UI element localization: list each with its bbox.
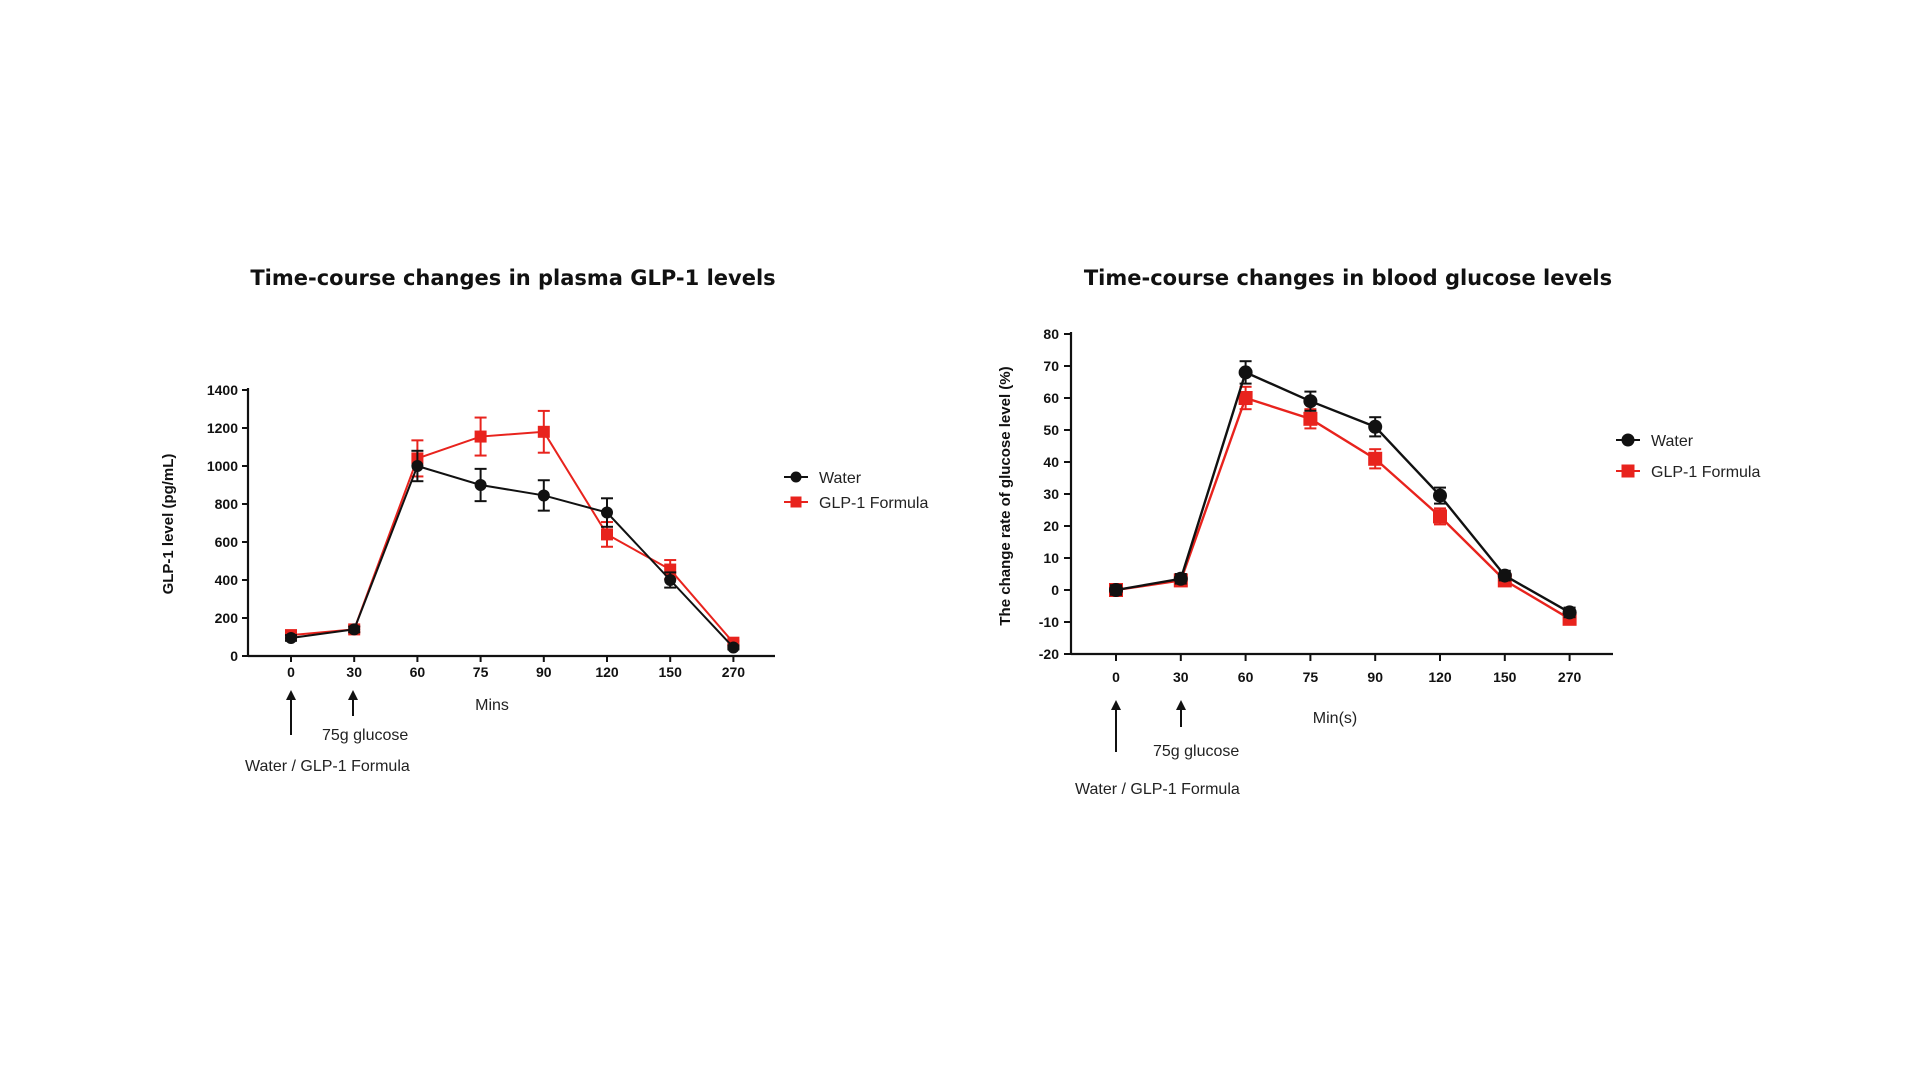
legend-label-water: Water <box>819 470 862 487</box>
legend-label-glp1-formula: GLP-1 Formula <box>1651 464 1760 481</box>
glucose-chart: Time-course changes in blood glucose lev… <box>997 266 1760 798</box>
data-point-water <box>1562 605 1577 620</box>
x-tick-label: 60 <box>410 664 426 680</box>
data-point-water <box>1433 488 1447 503</box>
y-tick-label: 20 <box>1043 518 1059 534</box>
series-line-water <box>290 464 735 649</box>
y-tick-label: 200 <box>215 610 239 626</box>
data-point-water <box>601 506 613 519</box>
data-point-glp1-formula <box>537 425 550 438</box>
data-point-water <box>664 574 677 586</box>
x-tick-label: 150 <box>659 664 683 680</box>
data-point-glp1-formula <box>474 430 487 443</box>
y-tick-label: 1200 <box>207 420 238 436</box>
x-tick-label: 30 <box>1173 669 1189 685</box>
annotation-arrow-head <box>348 690 358 700</box>
y-tick-label: 1000 <box>207 458 238 474</box>
data-point-water <box>537 489 550 502</box>
chart-title: Time-course changes in blood glucose lev… <box>1084 266 1612 290</box>
x-tick-label: 75 <box>1303 669 1319 685</box>
data-point-glp1-formula <box>1238 391 1253 405</box>
data-point-water <box>411 460 424 472</box>
data-point-glp1-formula <box>1303 411 1318 426</box>
legend-label-glp1-formula: GLP-1 Formula <box>819 495 928 512</box>
y-tick-label: 0 <box>230 648 238 664</box>
y-tick-label: -10 <box>1039 614 1059 630</box>
annotation-glucose: 75g glucose <box>322 727 408 744</box>
series-line-glp1-formula <box>1115 396 1571 620</box>
data-point-water <box>727 641 740 654</box>
data-point-water <box>1238 365 1253 380</box>
series-line-water <box>1115 370 1571 614</box>
data-point-water <box>474 479 487 491</box>
data-point-water <box>1303 394 1318 409</box>
x-tick-label: 270 <box>722 664 746 680</box>
annotation-water-formula: Water / GLP-1 Formula <box>245 758 410 775</box>
annotation-arrow-head <box>286 690 296 700</box>
y-axis-title: GLP-1 level (pg/mL) <box>160 454 177 595</box>
y-tick-label: 40 <box>1043 454 1059 470</box>
y-tick-label: 80 <box>1043 326 1059 342</box>
y-axis-title: The change rate of glucose level (%) <box>997 366 1014 625</box>
x-tick-label: 75 <box>473 664 489 680</box>
y-tick-label: 0 <box>1051 582 1059 598</box>
x-tick-label: 60 <box>1238 669 1254 685</box>
data-point-water <box>1368 419 1383 434</box>
x-tick-label: 270 <box>1558 669 1582 685</box>
data-point-water <box>1109 583 1123 597</box>
glp1-chart-panel: Time-course changes in plasma GLP-1 leve… <box>160 266 928 775</box>
y-tick-label: 30 <box>1043 486 1059 502</box>
x-tick-label: 150 <box>1493 669 1517 685</box>
legend-marker-glp1-formula <box>1621 464 1635 478</box>
x-tick-label: 0 <box>287 664 295 680</box>
y-tick-label: 400 <box>215 572 239 588</box>
y-tick-label: 1400 <box>207 382 238 398</box>
data-point-glp1-formula <box>601 528 613 541</box>
data-point-glp1-formula <box>1433 509 1447 524</box>
x-axis-title: Mins <box>475 697 509 714</box>
legend-marker-glp1-formula <box>790 496 802 508</box>
x-tick-label: 120 <box>1428 669 1452 685</box>
y-tick-label: 800 <box>215 496 239 512</box>
x-tick-label: 90 <box>536 664 552 680</box>
y-tick-label: 10 <box>1043 550 1059 566</box>
y-tick-label: 60 <box>1043 390 1059 406</box>
data-point-glp1-formula <box>1368 451 1383 466</box>
data-point-water <box>348 623 361 636</box>
y-tick-label: 50 <box>1043 422 1059 438</box>
y-tick-label: 70 <box>1043 358 1059 374</box>
y-tick-label: 600 <box>215 534 239 550</box>
x-tick-label: 0 <box>1112 669 1120 685</box>
glp1-chart: Time-course changes in plasma GLP-1 leve… <box>160 266 928 775</box>
legend-marker-water <box>1621 433 1635 447</box>
annotation-glucose: 75g glucose <box>1153 743 1239 760</box>
x-axis-title: Min(s) <box>1313 710 1357 727</box>
data-point-water <box>285 631 297 644</box>
legend-label-water: Water <box>1651 433 1694 450</box>
glucose-chart-panel: Time-course changes in blood glucose lev… <box>960 0 1920 1080</box>
y-tick-label: -20 <box>1039 646 1059 662</box>
chart-title: Time-course changes in plasma GLP-1 leve… <box>250 266 775 290</box>
x-tick-label: 90 <box>1367 669 1383 685</box>
annotation-water-formula: Water / GLP-1 Formula <box>1075 781 1240 798</box>
x-tick-label: 120 <box>595 664 619 680</box>
series-line-glp1-formula <box>290 430 735 644</box>
data-point-water <box>1497 568 1512 583</box>
annotation-arrow-head <box>1111 700 1121 710</box>
x-tick-label: 30 <box>346 664 362 680</box>
annotation-arrow-head <box>1176 700 1186 710</box>
legend-marker-water <box>790 471 802 483</box>
data-point-water <box>1173 571 1188 586</box>
